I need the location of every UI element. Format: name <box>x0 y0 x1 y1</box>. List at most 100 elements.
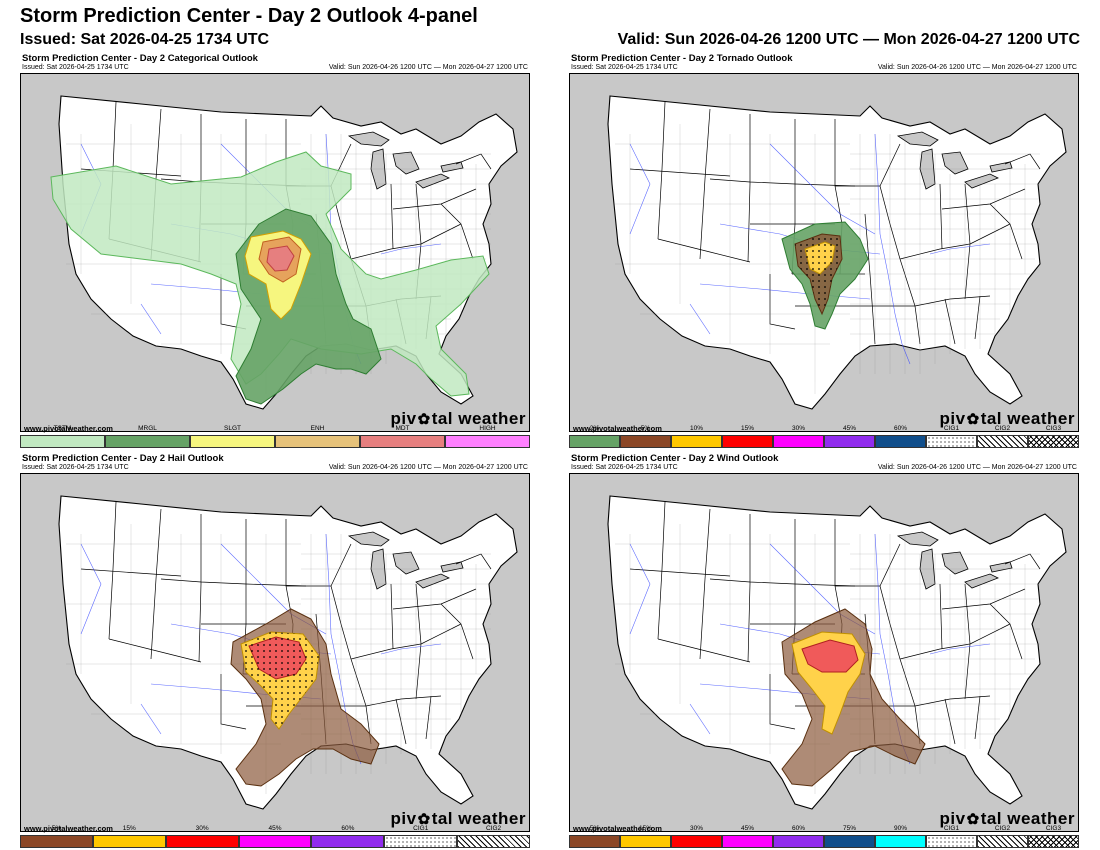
gear-icon: ✿ <box>417 811 431 828</box>
pivotal-weather-logo: piv✿tal weather <box>391 409 526 429</box>
legend-label: MRGL <box>138 425 157 432</box>
brand-text-start: piv <box>390 409 417 428</box>
brand-text-end: tal weather <box>980 809 1075 828</box>
source-link[interactable]: www.pivotalweather.com <box>573 424 662 433</box>
brand-text-end: tal weather <box>431 809 526 828</box>
legend-item: 60% <box>311 825 385 848</box>
legend-swatch <box>621 436 670 447</box>
legend-swatch <box>876 436 925 447</box>
source-link[interactable]: www.pivotalweather.com <box>573 824 662 833</box>
brand-text-end: tal weather <box>980 409 1075 428</box>
categorical-outlook-panel: Storm Prediction Center - Day 2 Categori… <box>18 52 530 450</box>
legend-item: 60% <box>875 425 926 448</box>
legend-item: TSTM <box>20 425 105 448</box>
legend-item: 5% <box>20 825 93 848</box>
wind-legend: 5% 15% 30% 45% 60% 75% 90% CIG1 CIG2 CIG3 <box>569 825 1079 848</box>
legend-swatch <box>927 836 976 847</box>
brand-text-end: tal weather <box>431 409 526 428</box>
legend-swatch <box>312 836 384 847</box>
wind-outlook-panel: Storm Prediction Center - Day 2 Wind Out… <box>567 452 1079 850</box>
legend-label: ENH <box>310 425 325 432</box>
legend-item: 45% <box>824 425 875 448</box>
legend-item: 30% <box>671 825 722 848</box>
legend-label: 10% <box>689 425 703 432</box>
legend-swatch <box>166 836 238 847</box>
legend-swatch <box>93 836 165 847</box>
panel-title: Storm Prediction Center - Day 2 Hail Out… <box>22 453 224 464</box>
legend-swatch <box>361 436 444 447</box>
wind-map <box>569 473 1079 832</box>
categorical-legend: TSTM MRGL SLGT ENH MDT HIGH <box>20 425 530 448</box>
legend-label: CIG3 <box>1045 425 1062 432</box>
legend-swatch <box>723 436 772 447</box>
legend-item: MRGL <box>105 425 190 448</box>
categorical-map <box>20 73 530 432</box>
panel-valid: Valid: Sun 2026-04-26 1200 UTC — Mon 202… <box>328 64 528 71</box>
hail-outlook-panel: Storm Prediction Center - Day 2 Hail Out… <box>18 452 531 850</box>
legend-swatch <box>446 436 529 447</box>
legend-label: 15% <box>740 425 754 432</box>
legend-swatch <box>191 436 274 447</box>
pivotal-weather-logo: piv✿tal weather <box>940 809 1075 829</box>
tornado-map-svg <box>570 74 1078 431</box>
legend-item: CIG3 <box>1028 425 1079 448</box>
legend-item: 75% <box>824 825 875 848</box>
brand-text-start: piv <box>939 809 966 828</box>
pivotal-weather-logo: piv✿tal weather <box>391 809 526 829</box>
tornado-cig1-area <box>795 234 842 314</box>
gear-icon: ✿ <box>966 811 980 828</box>
panel-issued: Issued: Sat 2026-04-25 1734 UTC <box>571 64 678 71</box>
legend-label: CIG1 <box>943 825 960 832</box>
legend-label: 5% <box>51 825 62 832</box>
legend-swatch <box>672 836 721 847</box>
source-link[interactable]: www.pivotalweather.com <box>24 824 113 833</box>
legend-item: 30% <box>773 425 824 448</box>
legend-item: CIG2 <box>457 825 531 848</box>
legend-label: SLGT <box>224 425 241 432</box>
legend-label: 45% <box>740 825 754 832</box>
legend-swatch <box>1029 836 1078 847</box>
legend-swatch <box>774 436 823 447</box>
panel-valid: Valid: Sun 2026-04-26 1200 UTC — Mon 202… <box>328 464 528 471</box>
legend-item: 60% <box>773 825 824 848</box>
legend-item: CIG1 <box>926 825 977 848</box>
legend-swatch <box>825 436 874 447</box>
legend-swatch <box>876 836 925 847</box>
source-link[interactable]: www.pivotalweather.com <box>24 424 113 433</box>
legend-label: 75% <box>842 825 856 832</box>
legend-label: HIGH <box>479 425 496 432</box>
legend-label: 60% <box>341 825 355 832</box>
legend-label: 15% <box>638 825 652 832</box>
legend-label: CIG3 <box>1045 825 1062 832</box>
page-title: Storm Prediction Center - Day 2 Outlook … <box>20 5 478 27</box>
legend-label: 60% <box>791 825 805 832</box>
legend-item: 5% <box>620 425 671 448</box>
wind-map-svg <box>570 474 1078 831</box>
legend-swatch <box>978 836 1027 847</box>
legend-item: CIG2 <box>977 825 1028 848</box>
legend-swatch <box>1029 436 1078 447</box>
legend-item: MDT <box>360 425 445 448</box>
panel-title: Storm Prediction Center - Day 2 Categori… <box>22 53 258 64</box>
legend-label: 30% <box>689 825 703 832</box>
legend-label: 90% <box>893 825 907 832</box>
legend-label: 2% <box>589 425 600 432</box>
panel-issued: Issued: Sat 2026-04-25 1734 UTC <box>22 64 129 71</box>
legend-swatch <box>927 436 976 447</box>
hail-map <box>20 473 530 832</box>
tornado-legend: 2% 5% 10% 15% 30% 45% 60% CIG1 CIG2 CIG3 <box>569 425 1079 448</box>
legend-label: CIG2 <box>486 825 502 832</box>
legend-label: 45% <box>842 425 856 432</box>
hail-map-svg <box>21 474 529 831</box>
legend-label: CIG2 <box>994 425 1011 432</box>
legend-label: CIG2 <box>994 825 1011 832</box>
panel-issued: Issued: Sat 2026-04-25 1734 UTC <box>571 464 678 471</box>
legend-item: 90% <box>875 825 926 848</box>
legend-swatch <box>239 836 311 847</box>
issued-time: Issued: Sat 2026-04-25 1734 UTC <box>20 31 270 48</box>
wind-30pct-area <box>801 639 859 673</box>
legend-label: TSTM <box>53 425 72 432</box>
legend-label: 15% <box>122 825 136 832</box>
brand-text-start: piv <box>939 409 966 428</box>
tornado-outlook-panel: Storm Prediction Center - Day 2 Tornado … <box>567 52 1079 450</box>
